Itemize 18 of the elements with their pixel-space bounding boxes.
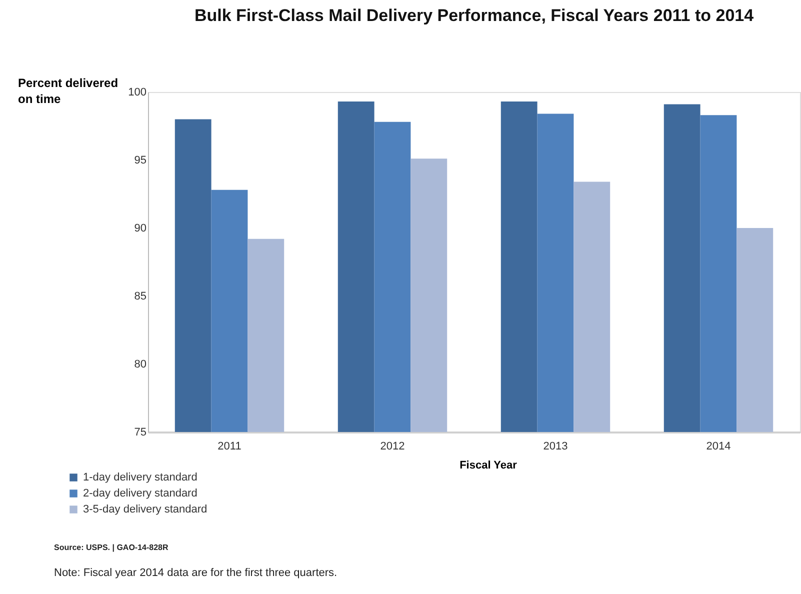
y-tick-label: 85 [134, 290, 146, 302]
legend-label: 1-day delivery standard [83, 472, 198, 484]
x-axis-title: Fiscal Year [460, 460, 518, 472]
y-tick-label: 75 [134, 426, 146, 438]
text: Note: Fiscal year 2014 data are for the first three quarters. [54, 567, 338, 579]
chart-title: Bulk First-Class Mail Delivery Performance, Fiscal Years 2011 to 2014 [194, 6, 754, 25]
legend-label: 2-day delivery standard [83, 488, 198, 500]
legend-label: 3-5-day delivery standard [83, 504, 208, 516]
x-tick-label: 2013 [543, 440, 568, 452]
y-tick-label: 90 [134, 222, 146, 234]
y-tick-label: 95 [134, 154, 146, 166]
x-tick-label: 2011 [218, 440, 242, 452]
x-tick-label: 2014 [706, 440, 731, 452]
y-tick-label: 100 [128, 86, 146, 98]
source-note: Source: USPS. | GAO-14-828R [54, 543, 168, 552]
y-tick-label: 80 [134, 358, 146, 370]
x-tick-label: 2012 [380, 440, 405, 452]
y-axis-title: Percent delivered on time [18, 76, 118, 106]
